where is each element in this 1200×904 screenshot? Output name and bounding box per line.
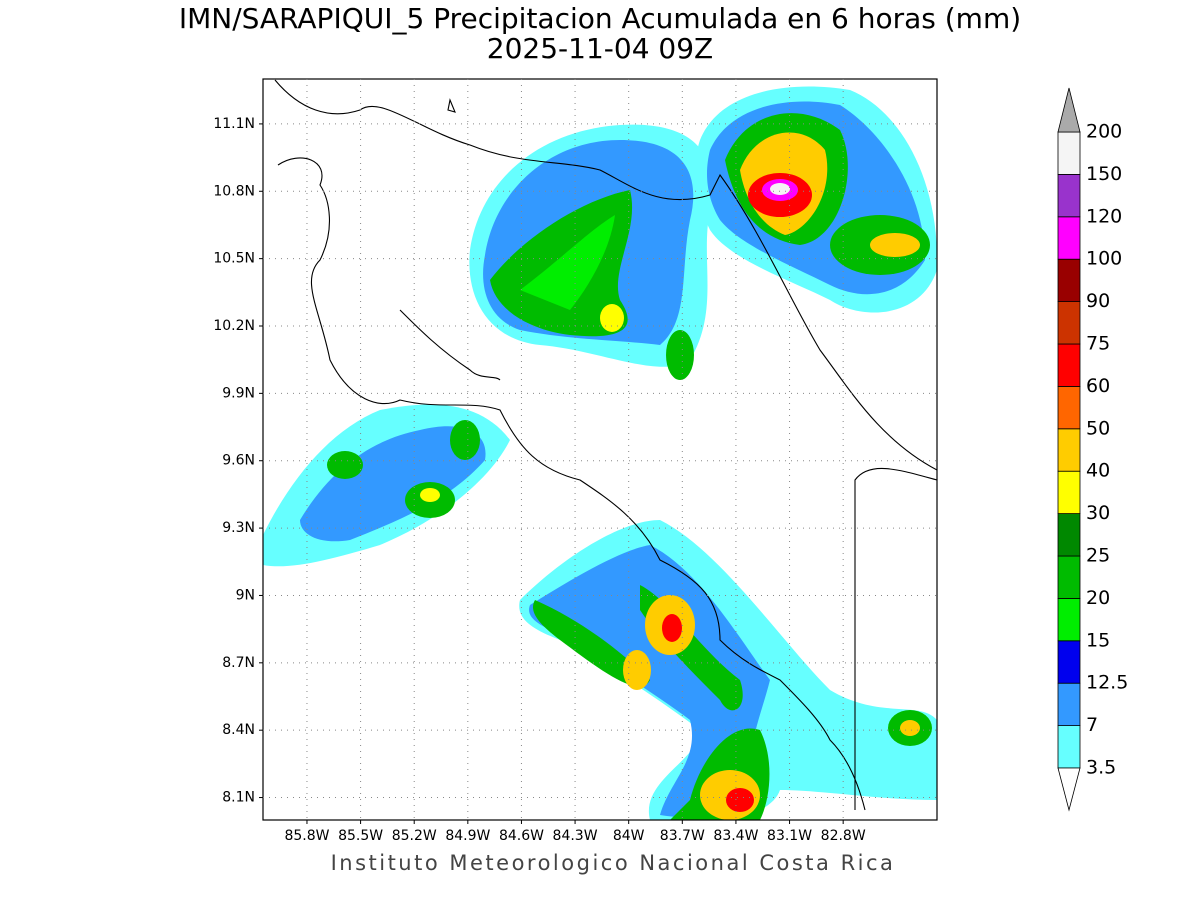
- colorbar-band: [1057, 173, 1081, 218]
- colorbar-label: 15: [1086, 629, 1110, 651]
- y-tick-label: 9.3N: [222, 520, 255, 536]
- y-tick-label: 9.9N: [222, 385, 255, 401]
- colorbar-label: 60: [1086, 375, 1110, 397]
- colorbar-label: 200: [1086, 121, 1122, 143]
- colorbar-band: [1057, 640, 1081, 684]
- y-tick-label: 8.7N: [222, 655, 255, 671]
- x-tick-label: 85.8W: [284, 828, 329, 844]
- x-tick-label: 85.2W: [392, 828, 437, 844]
- subtitle: 2025-11-04 09Z: [487, 32, 713, 65]
- colorbar-label: 7: [1086, 714, 1098, 736]
- y-tick-label: 10.5N: [213, 251, 255, 267]
- y-tick-label: 8.4N: [222, 722, 255, 738]
- colorbar-label: 20: [1086, 587, 1110, 609]
- colorbar-label: 100: [1086, 248, 1122, 270]
- colorbar-band: [1057, 682, 1081, 727]
- x-tick-label: 83.1W: [767, 828, 812, 844]
- colorbar-band: [1057, 428, 1081, 472]
- y-tick-label: 11.1N: [213, 116, 255, 132]
- colorbar-band: [1057, 725, 1081, 769]
- coastlines: [274, 79, 937, 811]
- x-tick-label: 83.4W: [713, 828, 758, 844]
- y-tick-label: 9N: [236, 587, 255, 603]
- colorbar-band: [1057, 343, 1081, 387]
- y-tick-label: 10.2N: [213, 318, 255, 334]
- x-tick-label: 83.7W: [660, 828, 705, 844]
- x-tick-label: 84.6W: [499, 828, 544, 844]
- colorbar-band: [1057, 513, 1081, 557]
- footer: Instituto Meteorologico Nacional Costa R…: [331, 851, 896, 875]
- colorbar-over: [1057, 87, 1081, 133]
- colorbar-band: [1057, 470, 1081, 515]
- colorbar-label: 75: [1086, 333, 1110, 355]
- colorbar-band: [1057, 301, 1081, 345]
- colorbar-band: [1057, 598, 1081, 642]
- plot-frame: [262, 78, 938, 821]
- x-tick-label: 82.8W: [821, 828, 866, 844]
- title: IMN/SARAPIQUI_5 Precipitacion Acumulada …: [179, 2, 1021, 35]
- colorbar-label: 50: [1086, 417, 1110, 439]
- x-tick-label: 84.9W: [445, 828, 490, 844]
- colorbar-label: 40: [1086, 460, 1110, 482]
- colorbar-label: 12.5: [1086, 672, 1128, 694]
- y-tick-label: 10.8N: [213, 183, 255, 199]
- colorbar-label: 90: [1086, 290, 1110, 312]
- colorbar-label: 30: [1086, 502, 1110, 524]
- x-tick-label: 84.3W: [553, 828, 598, 844]
- precipitation-field: [263, 86, 937, 820]
- y-tick-label: 8.1N: [222, 790, 255, 806]
- colorbar-label: 120: [1086, 205, 1122, 227]
- x-tick-label: 85.5W: [338, 828, 383, 844]
- y-tick-label: 9.6N: [222, 453, 255, 469]
- colorbar-band: [1057, 555, 1081, 599]
- colorbar-label: 3.5: [1086, 757, 1116, 779]
- colorbar-band: [1057, 216, 1081, 260]
- colorbar-label: 150: [1086, 163, 1122, 185]
- colorbar-under: [1057, 767, 1081, 812]
- colorbar-band: [1057, 385, 1081, 430]
- colorbar-band: [1057, 131, 1081, 175]
- colorbar-label: 25: [1086, 545, 1110, 567]
- x-tick-label: 84W: [613, 828, 645, 844]
- colorbar-band: [1057, 258, 1081, 303]
